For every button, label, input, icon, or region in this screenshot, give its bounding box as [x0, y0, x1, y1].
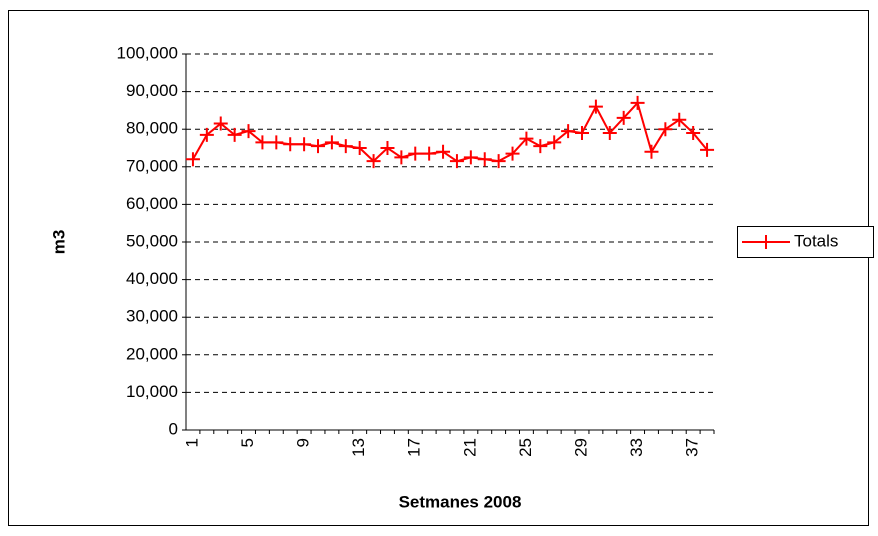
point-marker: [297, 137, 312, 152]
point-marker: [477, 152, 492, 167]
y-tick-label: 50,000: [126, 231, 178, 250]
x-tick-label: 25: [516, 438, 535, 457]
x-tick-label: 33: [627, 438, 646, 457]
point-marker: [463, 150, 478, 165]
point-marker: [658, 122, 673, 137]
point-marker: [519, 131, 534, 146]
y-axis-label: m3: [49, 230, 68, 255]
point-marker: [380, 141, 395, 155]
point-marker: [616, 110, 631, 125]
y-tick-label: 10,000: [126, 382, 178, 401]
legend-marker: [759, 235, 773, 249]
point-marker: [505, 146, 520, 161]
x-tick-label: 1: [182, 438, 201, 447]
point-marker: [533, 139, 548, 154]
x-tick-label: 9: [294, 438, 313, 447]
point-marker: [283, 137, 298, 152]
y-tick-label: 0: [169, 419, 178, 438]
y-tick-label: 70,000: [126, 156, 178, 175]
x-tick-label: 13: [349, 438, 368, 457]
y-tick-label: 80,000: [126, 119, 178, 138]
x-tick-label: 29: [571, 438, 590, 457]
legend-label: Totals: [794, 231, 838, 250]
point-marker: [700, 142, 715, 157]
x-tick-label: 21: [460, 438, 479, 457]
y-tick-label: 100,000: [117, 43, 178, 62]
point-marker: [269, 135, 284, 150]
chart-frame: [8, 10, 869, 526]
point-marker: [366, 154, 381, 169]
y-tick-label: 40,000: [126, 269, 178, 288]
point-marker: [630, 95, 645, 110]
point-marker: [575, 125, 589, 140]
point-marker: [352, 141, 367, 155]
point-marker: [227, 127, 242, 142]
point-marker: [449, 154, 464, 169]
point-marker: [185, 152, 200, 167]
point-marker: [422, 146, 437, 161]
point-marker: [561, 124, 576, 139]
point-marker: [686, 125, 701, 140]
y-tick-label: 20,000: [126, 344, 178, 363]
point-marker: [644, 144, 659, 159]
point-marker: [408, 146, 423, 161]
point-marker: [547, 135, 562, 150]
point-marker: [213, 116, 228, 131]
point-marker: [241, 124, 256, 139]
x-tick-label: 17: [405, 438, 424, 457]
point-marker: [588, 99, 603, 114]
point-marker: [602, 125, 617, 140]
y-tick-label: 90,000: [126, 81, 178, 100]
point-marker: [338, 139, 353, 154]
point-marker: [199, 127, 214, 142]
point-marker: [394, 150, 409, 165]
point-marker: [436, 144, 451, 159]
x-tick-label: 37: [683, 438, 702, 457]
y-tick-label: 30,000: [126, 307, 178, 326]
x-axis-label: Setmanes 2008: [399, 492, 522, 511]
y-tick-label: 60,000: [126, 194, 178, 213]
point-marker: [491, 154, 506, 169]
point-marker: [311, 139, 325, 154]
point-marker: [255, 135, 270, 150]
x-tick-label: 5: [238, 438, 257, 447]
point-marker: [672, 112, 687, 127]
point-marker: [324, 135, 339, 150]
